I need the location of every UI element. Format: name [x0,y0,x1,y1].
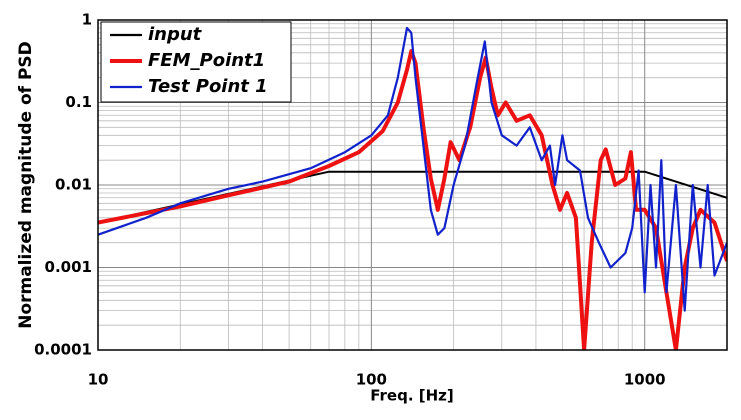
y-tick-label: 1 [82,11,92,29]
legend-label: input [148,24,203,45]
grid [97,19,727,351]
legend-label: FEM_Point1 [148,50,265,71]
y-axis-label: Normalized magnitude of PSD [16,41,36,329]
legend: input FEM_Point1 Test Point 1 [100,21,292,103]
y-tick-label: 0.0001 [34,341,92,359]
legend-label: Test Point 1 [148,76,268,97]
plot-frame [97,19,728,351]
y-tick-label: 0.001 [45,258,92,276]
x-axis-label: Freq. [Hz] [370,387,454,405]
series-line [98,26,727,312]
plot-lines [98,26,727,350]
labels: 0.0001 0.001 0.01 0.1 1 10 100 1000 [34,11,665,389]
y-tick-label: 0.01 [55,176,92,194]
x-tick-label: 10 [88,371,109,389]
x-tick-label: 100 [356,371,387,389]
y-tick-label: 0.1 [65,93,92,111]
x-tick-label: 1000 [624,371,666,389]
